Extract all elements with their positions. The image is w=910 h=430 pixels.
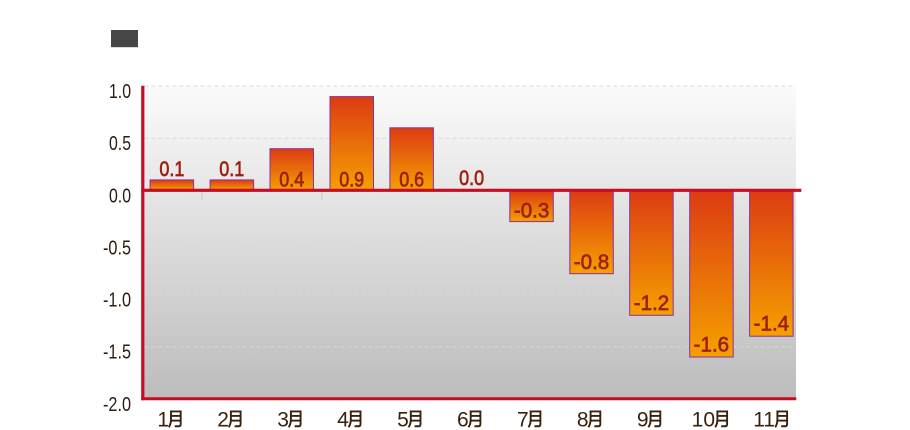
svg-text:0.5: 0.5 — [109, 133, 131, 155]
svg-text:10: 10 — [692, 409, 715, 430]
svg-text:5: 5 — [397, 409, 409, 430]
svg-text:3: 3 — [277, 409, 289, 430]
svg-text:-1.5: -1.5 — [103, 342, 131, 364]
svg-text:-2.0: -2.0 — [103, 394, 131, 416]
svg-text:8: 8 — [577, 409, 589, 430]
svg-text:0.1: 0.1 — [159, 158, 184, 181]
svg-text:0.0: 0.0 — [459, 167, 484, 190]
svg-text:-0.3: -0.3 — [514, 199, 550, 222]
svg-text:0.0: 0.0 — [109, 185, 131, 207]
svg-text:-1.0: -1.0 — [103, 290, 131, 312]
svg-text:4: 4 — [337, 409, 349, 430]
svg-text:0.9: 0.9 — [339, 169, 364, 192]
svg-text:-1.4: -1.4 — [754, 313, 790, 336]
svg-text:0.1: 0.1 — [219, 158, 244, 181]
svg-text:11: 11 — [753, 409, 775, 430]
svg-text:1: 1 — [157, 409, 169, 430]
svg-text:-0.8: -0.8 — [574, 251, 610, 274]
svg-text:0.4: 0.4 — [279, 169, 304, 192]
svg-text:6: 6 — [457, 409, 469, 430]
svg-text:0.6: 0.6 — [399, 169, 424, 192]
svg-text:7: 7 — [517, 409, 529, 430]
svg-text:2: 2 — [217, 409, 229, 430]
svg-text:9: 9 — [637, 409, 649, 430]
svg-text:1.0: 1.0 — [109, 81, 131, 103]
svg-text:-0.5: -0.5 — [103, 238, 131, 260]
svg-text:-1.2: -1.2 — [634, 292, 670, 315]
svg-text:-1.6: -1.6 — [694, 334, 730, 357]
